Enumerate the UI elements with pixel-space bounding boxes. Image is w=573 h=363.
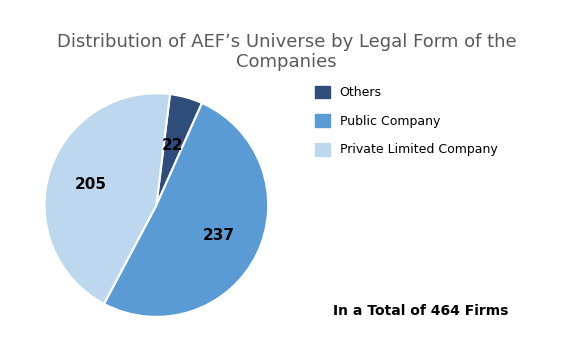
Text: 205: 205 — [74, 177, 106, 192]
Text: 22: 22 — [162, 138, 183, 153]
Text: In a Total of 464 Firms: In a Total of 464 Firms — [333, 304, 508, 318]
Text: 237: 237 — [203, 228, 235, 243]
Wedge shape — [156, 94, 202, 205]
Wedge shape — [45, 93, 170, 304]
Text: Distribution of AEF’s Universe by Legal Form of the
Companies: Distribution of AEF’s Universe by Legal … — [57, 33, 516, 72]
Legend: Others, Public Company, Private Limited Company: Others, Public Company, Private Limited … — [315, 86, 497, 156]
Wedge shape — [104, 103, 268, 317]
